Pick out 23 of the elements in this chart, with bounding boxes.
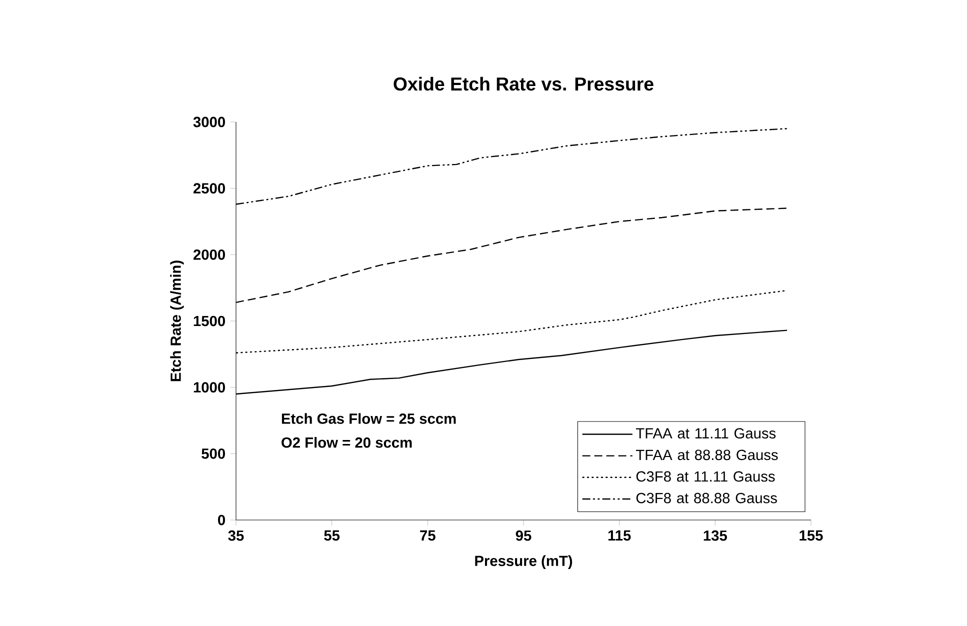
x-tick-label: 135	[704, 530, 727, 541]
legend-label: TFAA at 11.11 Gauss	[636, 428, 776, 439]
x-axis-title: Pressure (mT)	[475, 555, 572, 569]
y-tick-label: 1500	[194, 316, 225, 326]
annotation: O2 Flow = 20 sccm	[282, 437, 412, 448]
x-tick-label: 35	[228, 530, 244, 541]
x-tick-label: 55	[324, 530, 340, 541]
legend-label: TFAA at 88.88 Gauss	[636, 450, 778, 460]
chart-title: Oxide Etch Rate vs. Pressure	[394, 76, 654, 91]
annotation: Etch Gas Flow = 25 sccm	[282, 413, 456, 424]
y-tick-label: 3000	[193, 116, 225, 128]
legend-label: C3F8 at 11.11 Gauss	[636, 471, 775, 482]
y-axis-title: Etch Rate (A/min)	[170, 260, 184, 382]
y-tick-label: 2000	[193, 249, 225, 260]
y-tick-label: 1000	[194, 382, 225, 393]
x-tick-label: 155	[800, 530, 823, 541]
x-tick-label: 95	[516, 530, 532, 541]
y-tick-label: 0	[218, 514, 225, 526]
y-tick-label: 2500	[193, 183, 225, 194]
x-tick-label: 115	[608, 530, 631, 541]
y-tick-label: 500	[202, 448, 225, 459]
x-tick-label: 75	[420, 530, 436, 541]
legend-label: C3F8 at 88.88 Gauss	[636, 492, 777, 504]
